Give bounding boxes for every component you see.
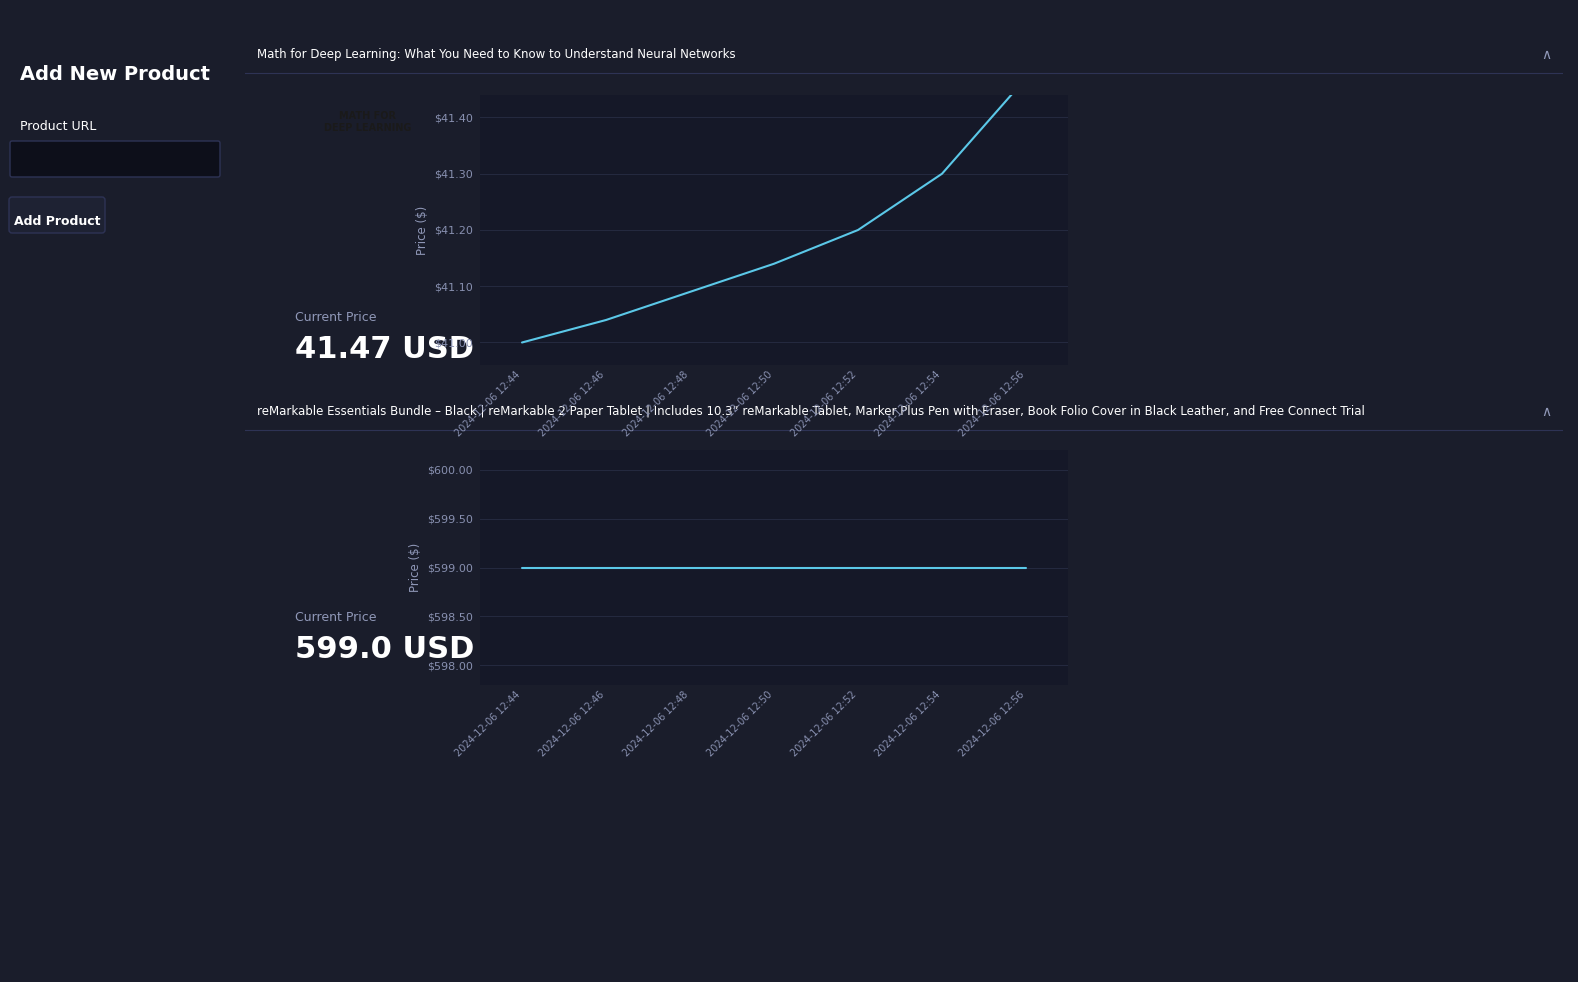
- Text: ∧: ∧: [1540, 48, 1551, 62]
- Y-axis label: Price ($): Price ($): [415, 205, 429, 254]
- Text: Product URL: Product URL: [21, 120, 96, 133]
- Text: reMarkable Essentials Bundle – Black | reMarkable 2 Paper Tablet | Includes 10.3: reMarkable Essentials Bundle – Black | r…: [257, 405, 1365, 418]
- Text: Math for Deep Learning: What You Need to Know to Understand Neural Networks: Math for Deep Learning: What You Need to…: [257, 48, 735, 61]
- Text: MATH FOR
DEEP LEARNING: MATH FOR DEEP LEARNING: [323, 111, 412, 133]
- Text: 599.0 USD: 599.0 USD: [295, 635, 475, 664]
- Text: Current Price: Current Price: [295, 311, 377, 324]
- Text: ∧: ∧: [1540, 405, 1551, 419]
- FancyBboxPatch shape: [9, 197, 106, 233]
- Y-axis label: Price ($): Price ($): [409, 543, 421, 592]
- Text: Add Product: Add Product: [14, 215, 101, 228]
- Text: Add New Product: Add New Product: [21, 65, 210, 84]
- FancyBboxPatch shape: [9, 141, 219, 177]
- Text: 41.47 USD: 41.47 USD: [295, 335, 473, 364]
- Text: Current Price: Current Price: [295, 611, 377, 624]
